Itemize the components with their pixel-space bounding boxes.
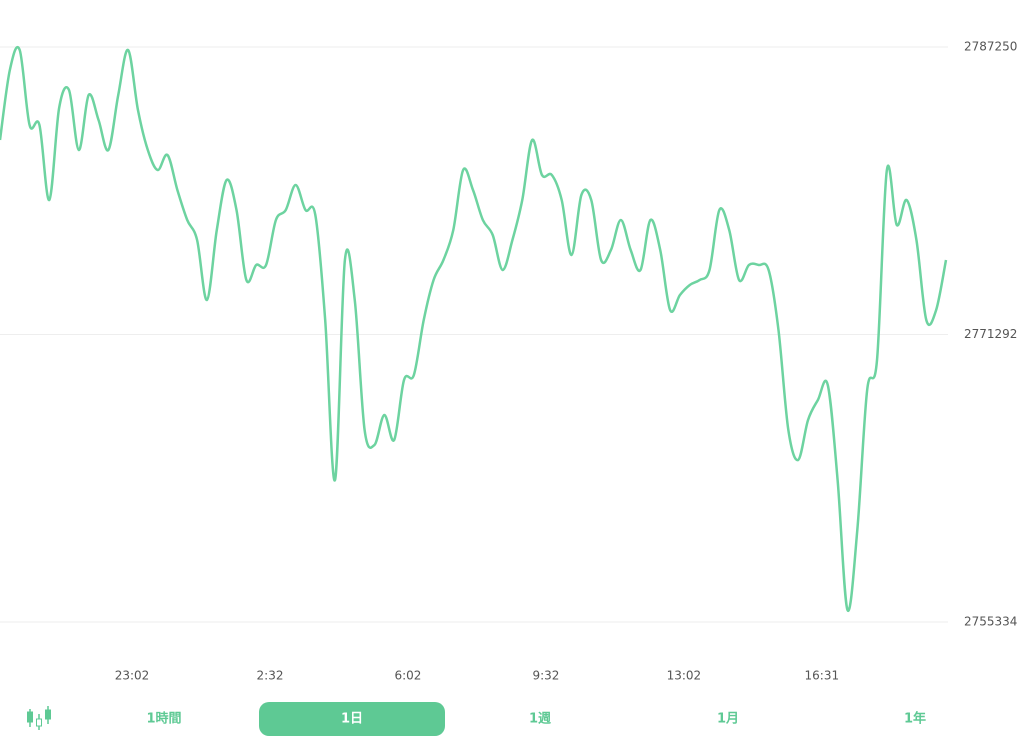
x-tick-label: 23:02 <box>115 669 150 683</box>
y-tick-label: 2771292 <box>964 327 1017 341</box>
x-tick-label: 16:31 <box>805 669 840 683</box>
time-range-tab[interactable]: 1週 <box>529 712 551 727</box>
x-tick-label: 2:32 <box>257 669 284 683</box>
price-line <box>0 45 948 612</box>
tab-label: 1時間 <box>146 711 181 727</box>
tab-selected-bg <box>259 702 445 736</box>
candlestick-icon[interactable] <box>27 706 51 730</box>
time-range-tab[interactable]: 1年 <box>904 711 926 727</box>
tab-label: 1日 <box>341 712 363 727</box>
tab-label: 1月 <box>717 712 739 727</box>
y-tick-label: 2755334 <box>964 615 1017 629</box>
tab-label: 1週 <box>529 712 551 727</box>
x-tick-label: 13:02 <box>667 669 702 683</box>
y-tick-label: 2787250 <box>964 40 1017 54</box>
x-tick-label: 9:32 <box>532 669 559 683</box>
time-range-tab[interactable]: 1月 <box>717 712 739 727</box>
time-range-tab[interactable]: 1日 <box>259 702 445 736</box>
time-range-tab[interactable]: 1時間 <box>146 711 181 727</box>
tab-label: 1年 <box>904 711 926 727</box>
x-tick-label: 6:02 <box>394 669 421 683</box>
